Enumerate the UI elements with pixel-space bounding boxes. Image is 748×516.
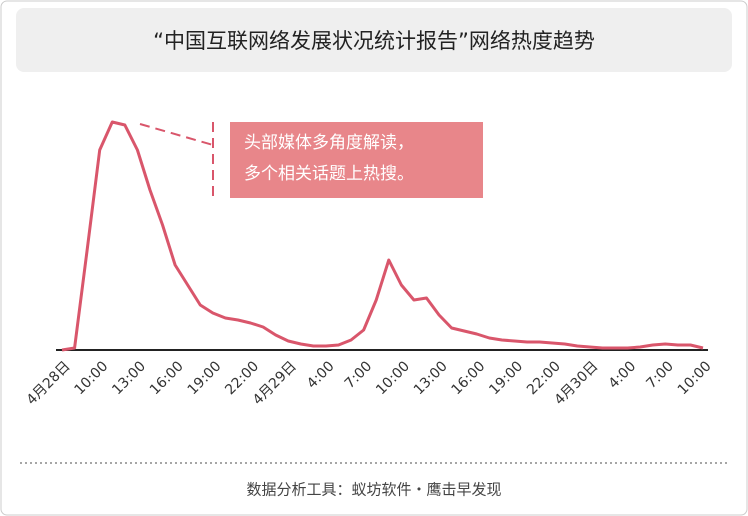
title-box [16,8,732,72]
source: 数据分析工具：蚁坊软件・鹰击早发现 [246,481,501,499]
chart-title: “中国互联网络发展状况统计报告”网络热度趋势 [153,29,595,53]
callout-line [139,123,214,146]
line [61,120,704,352]
annotation: 头部媒体多角度解读， [244,133,414,153]
annotation-box [230,122,483,198]
annotation: 多个相关话题上热搜。 [244,164,414,184]
